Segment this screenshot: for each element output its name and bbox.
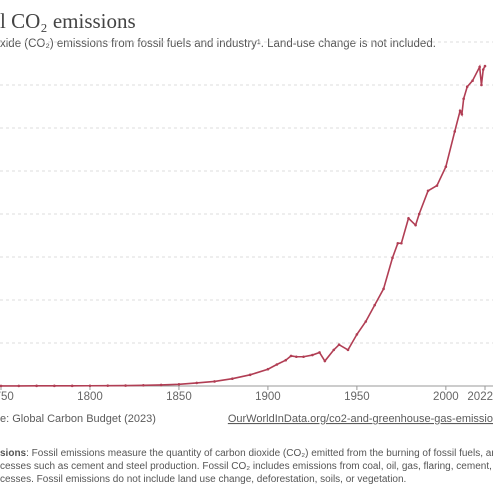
data-point [106, 384, 110, 387]
data-point [53, 384, 56, 388]
data-point [70, 384, 74, 388]
x-tick-label: 1900 [255, 391, 281, 403]
data-point [462, 97, 465, 101]
data-point [453, 130, 457, 133]
x-tick-label: 1850 [166, 391, 192, 403]
source: e: Global Carbon Budget (2023) [0, 413, 156, 425]
data-point [465, 85, 469, 89]
data-point [177, 382, 181, 386]
x-tick-label: 1950 [344, 391, 370, 403]
data-point [458, 109, 462, 113]
data-point [471, 79, 474, 82]
data-point [295, 355, 298, 359]
data-point [364, 320, 368, 323]
data-point [332, 348, 336, 352]
x-tick-label: 1750 [0, 391, 14, 403]
data-point [159, 383, 163, 387]
source-url[interactable]: OurWorldInData.org/co2-and-greenhouse-ga… [228, 413, 493, 425]
x-tick-label: 2022 [467, 391, 493, 403]
data-point [195, 381, 199, 385]
data-point [124, 384, 127, 387]
data-point [17, 384, 21, 388]
x-tick-label: 2000 [433, 391, 459, 403]
data-point [426, 189, 430, 193]
data-point [407, 217, 410, 220]
data-point [373, 303, 376, 307]
data-point [231, 377, 234, 380]
data-point [391, 256, 394, 260]
note-label: sions [0, 448, 27, 459]
data-point [323, 359, 327, 363]
chart-subtitle: xide (CO₂) emissions from fossil fuels a… [0, 38, 436, 50]
data-point [483, 64, 487, 68]
data-point [480, 83, 483, 87]
data-point [444, 165, 448, 168]
data-point [213, 380, 216, 383]
data-point [275, 363, 279, 366]
data-point [481, 68, 485, 71]
data-point [302, 355, 305, 359]
data-point [417, 212, 421, 216]
data-point [478, 65, 481, 69]
data-point [0, 384, 3, 388]
data-point [289, 354, 293, 358]
data-point [382, 287, 385, 291]
x-tick-label: 1800 [77, 391, 103, 403]
data-point [396, 241, 400, 245]
data-point [355, 333, 359, 336]
data-point [337, 343, 341, 347]
data-point [266, 367, 270, 371]
data-point [248, 373, 252, 377]
data-point [284, 358, 288, 362]
data-point [142, 384, 145, 387]
data-point [88, 384, 92, 388]
data-point [311, 353, 314, 357]
note-line: cesses such as cement and steel producti… [0, 461, 493, 472]
data-point [435, 184, 439, 187]
series-line [1, 64, 486, 387]
data-point [35, 384, 38, 388]
data-point [414, 223, 417, 227]
data-point [318, 351, 321, 354]
note-line: cesses. Fossil emissions do not include … [0, 474, 406, 485]
note-line: sions: Fossil emissions measure the quan… [0, 448, 493, 459]
data-point [346, 348, 350, 352]
chart-title: l CO₂ emissions [0, 9, 136, 33]
data-point [400, 241, 403, 245]
data-point [460, 112, 464, 116]
note-text: : Fossil emissions measure the quantity … [26, 448, 493, 459]
